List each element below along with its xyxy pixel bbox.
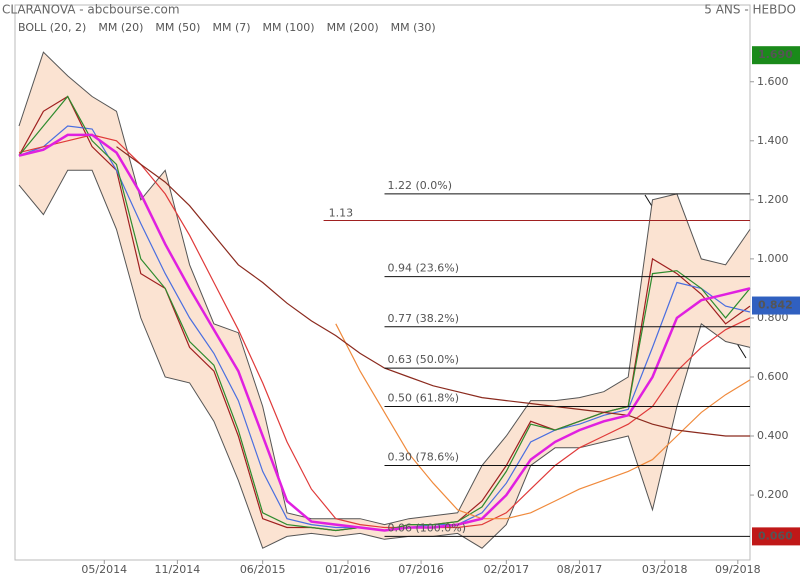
legend-entry: BOLL (20, 2)	[18, 21, 86, 34]
y-tick-label: 0.200	[757, 488, 789, 501]
x-tick-label: 02/2017	[483, 563, 529, 576]
price-badge-label: 0.842	[758, 299, 793, 312]
x-tick-label: 09/2018	[715, 563, 761, 576]
legend-entry: MM (100)	[263, 21, 315, 34]
x-tick-label: 11/2014	[155, 563, 201, 576]
ma-line	[116, 146, 750, 437]
fib-label: 1.22 (0.0%)	[388, 179, 453, 192]
x-tick-label: 01/2016	[325, 563, 371, 576]
legend-entry: MM (200)	[327, 21, 379, 34]
legend-entry: MM (50)	[155, 21, 200, 34]
fib-label: 0.06 (100.0%)	[388, 521, 467, 534]
chart-title: CLARANOVA - abcbourse.com	[2, 3, 180, 17]
price-badge	[752, 46, 800, 65]
fib-label: 0.63 (50.0%)	[388, 353, 460, 366]
band-upper	[18, 51, 751, 526]
legend-entry: MM (30)	[391, 21, 436, 34]
price-badge	[752, 527, 800, 546]
band-lower	[18, 169, 751, 549]
x-tick-label: 08/2017	[557, 563, 603, 576]
price-badge	[752, 296, 800, 315]
period: 5 ANS - HEBDO	[704, 3, 796, 17]
fib-label: 0.50 (61.8%)	[388, 391, 460, 404]
legend-entry: MM (20)	[98, 21, 143, 34]
y-tick-label: 1.000	[757, 252, 789, 265]
y-tick-label: 1.600	[757, 75, 789, 88]
band-fill	[19, 52, 750, 549]
fib-label: 0.94 (23.6%)	[388, 262, 460, 275]
plot-frame	[14, 4, 751, 561]
y-tick-label: 1.200	[757, 193, 789, 206]
x-tick-label: 06/2015	[240, 563, 286, 576]
fib-label: 0.77 (38.2%)	[388, 312, 460, 325]
price-badge-label: 0.060	[758, 529, 793, 542]
price-badge-label: 1.690	[758, 48, 793, 61]
legend: BOLL (20, 2) MM (20) MM (50) MM (7) MM (100)…	[18, 21, 436, 34]
y-tick-label: 0.600	[757, 370, 789, 383]
x-tick-label: 07/2016	[398, 563, 444, 576]
resistance-label: 1.13	[329, 207, 354, 220]
y-tick-label: 0.400	[757, 429, 789, 442]
legend-entry: MM (7)	[212, 21, 250, 34]
ma-line	[18, 133, 751, 532]
y-tick-label: 1.400	[757, 134, 789, 147]
ma-line	[335, 323, 751, 520]
x-tick-label: 05/2014	[81, 563, 127, 576]
fib-label: 0.30 (78.6%)	[388, 451, 460, 464]
x-tick-label: 03/2018	[642, 563, 688, 576]
